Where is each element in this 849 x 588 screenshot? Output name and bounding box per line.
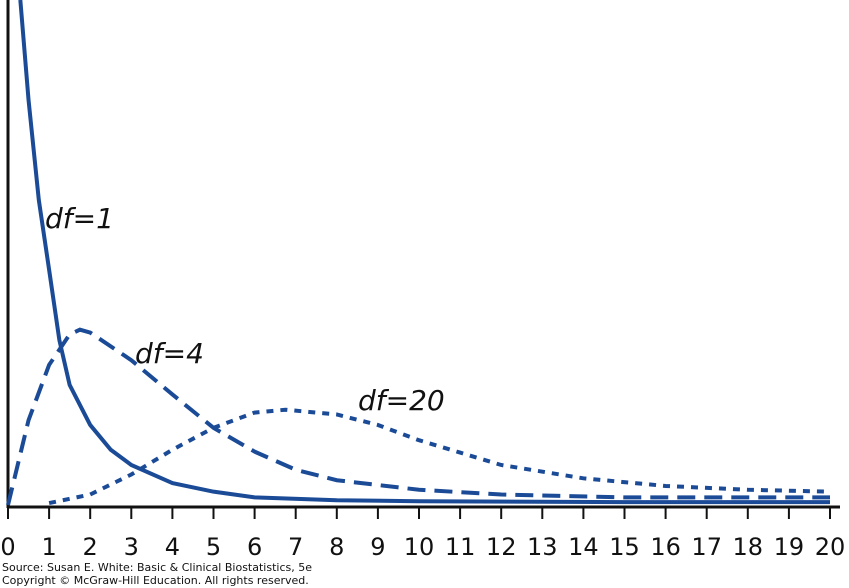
x-tick-label: 15 [609,533,640,561]
x-tick-label: 16 [650,533,681,561]
x-tick-label: 12 [486,533,517,561]
x-tick-label: 8 [329,533,344,561]
source: Source: Susan E. White: Basic & Clinical… [2,561,312,574]
x-tick-label: 20 [815,533,846,561]
series-line [6,327,830,506]
x-tick-label: 6 [247,533,262,561]
x-tick-label: 18 [733,533,764,561]
series-label: df=1 [45,202,114,235]
x-tick-label: 17 [691,533,722,561]
x-tick-label: 7 [288,533,303,561]
x-tick-label: 1 [41,533,56,561]
series-line [18,0,830,505]
series-line [48,407,831,506]
x-tick-label: 10 [404,533,435,561]
series-label: df=20 [358,384,445,417]
x-tick-label: 9 [370,533,385,561]
x-tick-label: 4 [165,533,180,561]
x-tick-label: 0 [0,533,15,561]
x-tick-label: 3 [124,533,139,561]
x-tick-label: 14 [568,533,599,561]
copyright: Copyright © McGraw-Hill Education. All r… [2,574,309,587]
x-tick-label: 19 [774,533,805,561]
x-tick-label: 11 [445,533,476,561]
x-tick-label: 2 [83,533,98,561]
x-tick-label: 13 [527,533,558,561]
x-tick-label: 5 [206,533,221,561]
series-label: df=4 [135,337,204,370]
